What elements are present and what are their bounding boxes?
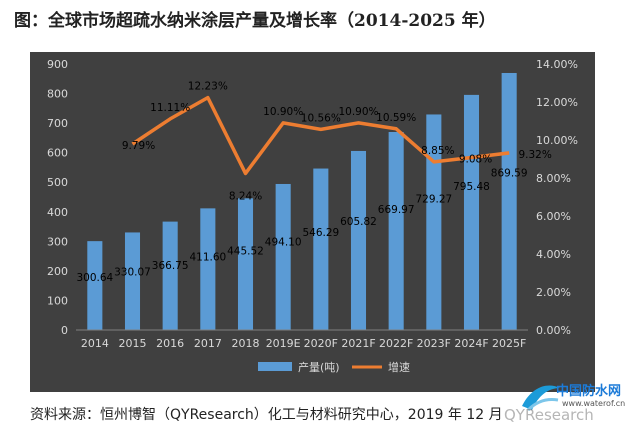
y-right-tick-label: 2.00%	[536, 286, 571, 299]
x-tick-label: 2016	[156, 337, 184, 350]
y-left-tick-label: 0	[61, 324, 68, 337]
y-left-tick-label: 900	[47, 58, 68, 71]
bar-value-label: 366.75	[152, 260, 189, 272]
y-right-tick-label: 14.00%	[536, 58, 578, 71]
watermark-logo-icon	[522, 385, 560, 412]
bar-value-label: 869.59	[491, 168, 528, 180]
line-value-label: 9.79%	[122, 140, 155, 152]
y-right-tick-label: 10.00%	[536, 134, 578, 147]
legend-bar-label: 产量(吨)	[298, 360, 340, 374]
y-left-tick-label: 500	[47, 176, 68, 189]
x-tick-label: 2025F	[492, 337, 526, 350]
line-value-label: 9.08%	[459, 153, 492, 165]
bar	[237, 198, 254, 330]
y-left-tick-label: 600	[47, 147, 68, 160]
watermark-brand: QYResearch	[504, 406, 594, 424]
line-value-label: 10.90%	[338, 106, 378, 118]
bar	[87, 241, 103, 330]
y-left-tick-label: 400	[47, 206, 68, 219]
y-left-tick-label: 300	[47, 235, 68, 248]
x-tick-label: 2021F	[341, 337, 375, 350]
x-tick-label: 2015	[119, 337, 147, 350]
growth-line	[131, 95, 510, 176]
line-value-label: 8.85%	[421, 145, 454, 157]
bar-value-label: 795.48	[453, 181, 490, 193]
x-tick-label: 2020F	[304, 337, 338, 350]
bar	[124, 232, 141, 330]
bar-value-label: 669.97	[378, 204, 415, 216]
y-right-tick-label: 6.00%	[536, 210, 571, 223]
y-right-tick-label: 12.00%	[536, 96, 578, 109]
x-tick-label: 2017	[194, 337, 222, 350]
bar-value-label: 300.64	[76, 272, 113, 284]
y-left-tick-label: 200	[47, 265, 68, 278]
bar	[313, 168, 329, 330]
x-tick-label: 2022F	[379, 337, 413, 350]
combo-chart: 0 100 200 300 400 500 600 700 800 900 0.00% 2.00% 4.…	[47, 58, 578, 374]
line-value-label: 10.56%	[301, 112, 341, 124]
legend-line-label: 增速	[388, 360, 410, 374]
bar	[501, 72, 517, 330]
bar-value-label: 729.27	[415, 193, 452, 205]
bar-value-label: 445.52	[227, 245, 264, 257]
line-value-label: 11.11%	[150, 102, 190, 114]
chart-panel: 0 100 200 300 400 500 600 700 800 900 0.00% 2.00% 4.…	[30, 52, 595, 392]
watermark-url: www.waterof.cn	[562, 399, 626, 408]
bar-value-label: 605.82	[340, 216, 377, 228]
source-note: 资料来源：恒州博智（QYResearch）化工与材料研究中心，2019 年 12…	[30, 407, 503, 423]
y-right-tick-label: 0.00%	[536, 324, 571, 337]
bar-value-label: 330.07	[114, 267, 151, 279]
x-tick-label: 2014	[81, 337, 109, 350]
bar-value-label: 494.10	[265, 236, 302, 248]
line-value-label: 12.23%	[188, 81, 228, 93]
bar	[350, 150, 367, 330]
x-tick-label: 2024F	[454, 337, 488, 350]
bar-value-label: 411.60	[189, 252, 226, 264]
bar	[162, 221, 178, 330]
bar	[275, 183, 291, 330]
bar	[463, 94, 480, 330]
bar	[426, 114, 442, 330]
legend-bar-swatch	[258, 362, 292, 371]
line-value-label: 10.59%	[376, 112, 416, 124]
x-tick-label: 2023F	[417, 337, 451, 350]
x-tick-label: 2019E	[266, 337, 301, 350]
y-right-tick-label: 8.00%	[536, 172, 571, 185]
bar	[388, 131, 404, 330]
y-right-tick-label: 4.00%	[536, 248, 571, 261]
line-value-label: 9.32%	[518, 149, 551, 161]
x-tick-label: 2018	[232, 337, 260, 350]
watermark-name: 中国防水网	[556, 384, 622, 399]
bar	[200, 208, 216, 330]
line-value-label: 10.90%	[263, 106, 303, 118]
y-left-tick-label: 100	[47, 294, 68, 307]
chart-title: 图：全球市场超疏水纳米涂层产量及增长率（2014-2025 年）	[14, 11, 496, 31]
y-left-tick-label: 700	[47, 117, 68, 130]
y-left-tick-label: 800	[47, 88, 68, 101]
line-value-label: 8.24%	[229, 190, 262, 202]
watermark: 中国防水网 www.waterof.cn QYResearch	[504, 372, 636, 430]
bar-value-label: 546.29	[302, 227, 339, 239]
